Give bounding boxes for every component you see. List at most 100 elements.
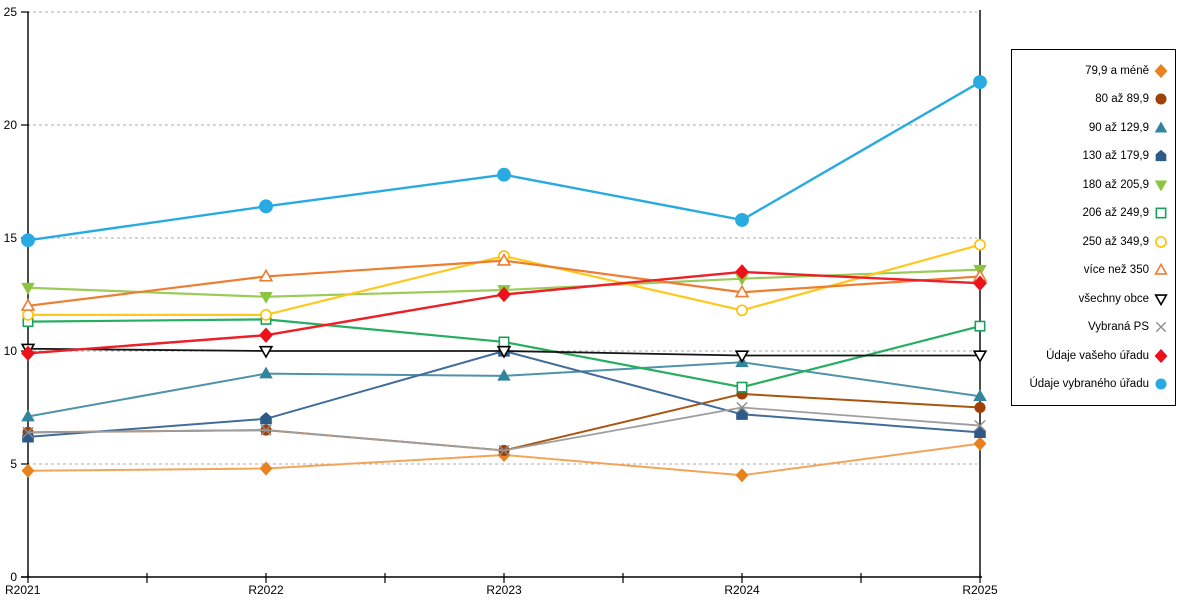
x-axis-tick-label: R2025 [962,583,998,597]
circle-marker [974,401,986,414]
x-axis-tick-label: R2023 [486,583,522,597]
data-series [20,75,988,483]
circle-marker [260,308,272,321]
legend-label: všechny obce [1078,292,1149,305]
triangle-up-marker [496,252,512,266]
triangle-up-marker [21,409,35,422]
circle-marker [1155,378,1167,390]
square-marker [974,320,986,332]
circle-marker [259,199,273,214]
triangle-down-marker [734,350,750,364]
triangle-down-marker [1154,294,1168,306]
250-az-349-9-legend-marker-icon [1155,235,1167,248]
legend-item-vice-nez-350: více než 350 [1012,258,1175,282]
series-130-az-179-9 [22,344,986,443]
series-vybrana-ps [22,401,986,457]
triangle-up-marker [259,366,273,379]
legend-label: Vybraná PS [1088,321,1149,334]
legend-item-udaje-vybraneho-uradu: Údaje vybraného úřadu [1012,372,1175,396]
y-axis-tick-label: 0 [10,570,17,584]
90-az-129-9-legend-marker-icon [1154,121,1168,133]
x-axis-tick-label: R2024 [724,583,760,597]
udaje-vybraneho-uradu-legend-marker-icon [1155,378,1167,390]
diamond-marker [1154,348,1168,363]
legend-item-79-9-a-mene: 79,9 a méně [1012,59,1175,83]
diamond-marker [973,275,987,291]
axis-labels: 0 5 10 15 20 25 R2021 R2022 R2023 R2024 R2025 [4,5,998,597]
triangle-up-marker [734,284,750,298]
legend-item-90-az-129-9: 90 až 129,9 [1012,116,1175,140]
y-axis-tick-label: 20 [4,118,18,132]
circle-marker [973,75,987,89]
udaje-vaseho-uradu-legend-marker-icon [1154,348,1168,363]
diamond-marker [259,461,273,476]
80-az-89-9-legend-marker-icon [1155,93,1167,105]
79-9-a-mene-legend-marker-icon [1154,63,1168,78]
series-udaje-vybraneho-uradu [21,75,987,248]
series-line [27,406,981,452]
pentagon-marker [260,412,272,425]
circle-marker [497,167,511,182]
triangle-down-marker [21,282,35,295]
legend: 79,9 a méně 80 až 89,9 90 až 129,9 130 až 1… [1011,49,1176,406]
legend-item-udaje-vaseho-uradu: Údaje vašeho úřadu [1012,344,1175,368]
legend-item-80-az-89-9: 80 až 89,9 [1012,87,1175,111]
diamond-marker [735,264,749,280]
x-axis-tick-label: R2022 [248,583,284,597]
x-marker [974,419,986,432]
triangle-up-marker [973,389,987,402]
legend-label: Údaje vašeho úřadu [1046,349,1149,362]
x-marker [260,424,272,436]
y-axis-tick-label: 15 [4,231,18,245]
circle-marker [1155,235,1167,248]
diamond-marker [1154,63,1168,78]
legend-item-250-az-349-9: 250 až 349,9 [1012,230,1175,254]
legend-item-206-az-249-9: 206 až 249,9 [1012,201,1175,225]
pentagon-marker [974,425,986,438]
series-250-az-349-9 [22,238,986,321]
circle-marker [736,304,748,317]
triangle-up-marker [258,268,274,282]
x-marker [22,426,34,438]
diamond-marker [973,436,987,451]
series-79-9-a-mene [21,436,987,483]
legend-item-130-az-179-9: 130 až 179,9 [1012,144,1175,168]
square-marker [1155,207,1167,219]
legend-label: 80 až 89,9 [1095,93,1149,106]
diamond-marker [21,345,35,361]
gridlines [27,11,977,465]
legend-label: 206 až 249,9 [1082,207,1149,220]
legend-label: 180 až 205,9 [1082,178,1149,191]
206-az-249-9-legend-marker-icon [1155,207,1167,219]
circle-marker [1155,93,1167,105]
pentagon-marker [22,430,34,443]
circle-marker [21,233,35,248]
triangle-up-marker [20,298,36,311]
series-90-az-129-9 [21,355,987,422]
vice-nez-350-legend-marker-icon [1154,263,1168,276]
triangle-up-marker [497,368,511,381]
square-marker [498,336,510,348]
legend-label: více než 350 [1083,264,1149,277]
y-axis-tick-label: 25 [4,5,18,19]
legend-label: 79,9 a méně [1085,64,1149,77]
pentagon-marker [1155,149,1167,162]
y-axis-tick-label: 10 [4,344,18,358]
triangle-down-marker [972,350,988,364]
180-az-205-9-legend-marker-icon [1154,180,1168,192]
series-vice-nez-350 [20,252,988,311]
series-vsechny-obce [20,343,988,364]
diamond-marker [497,286,511,303]
vybrana-ps-legend-marker-icon [1155,322,1167,333]
legend-item-180-az-205-9: 180 až 205,9 [1012,173,1175,197]
diamond-marker [735,468,749,483]
circle-marker [22,308,34,321]
legend-label: Údaje vybraného úřadu [1029,378,1149,391]
x-marker [1155,322,1167,333]
legend-item-vybrana-ps: Vybraná PS [1012,315,1175,339]
x-marker [498,444,510,457]
legend-label: 250 až 349,9 [1082,235,1149,248]
legend-item-vsechny-obce: všechny obce [1012,287,1175,311]
